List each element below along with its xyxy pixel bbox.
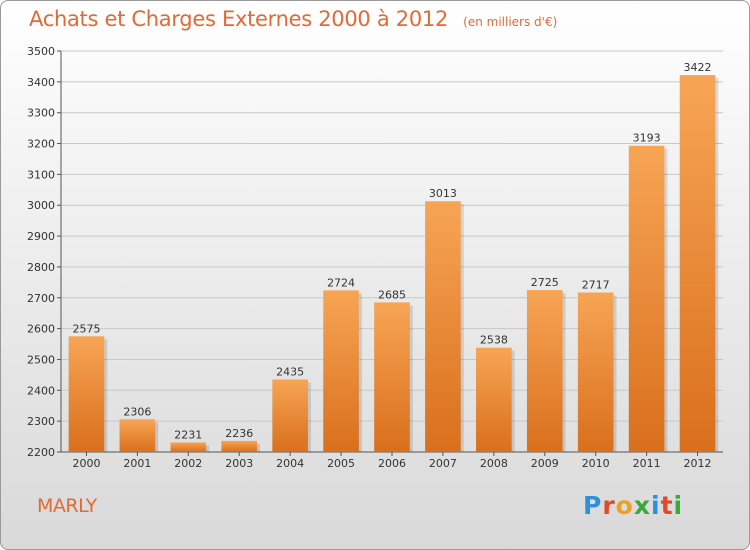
y-tick-label: 2800	[27, 261, 55, 274]
bar-2005	[323, 290, 359, 452]
x-tick-label: 2003	[225, 457, 253, 470]
bar-2006	[374, 302, 410, 452]
bar-2010	[577, 292, 614, 452]
value-label: 2685	[378, 288, 406, 301]
y-tick-label: 2300	[27, 415, 55, 428]
bar-2000	[68, 336, 105, 452]
value-label: 3013	[429, 187, 457, 200]
y-tick-label: 2500	[27, 353, 55, 366]
value-label: 2725	[531, 276, 559, 289]
y-tick-label: 2400	[27, 384, 55, 397]
y-tick-label: 2200	[27, 446, 55, 459]
x-tick-label: 2001	[123, 457, 151, 470]
bar-2001	[119, 419, 156, 452]
bar-2002	[170, 442, 207, 452]
x-tick-label: 2007	[429, 457, 457, 470]
x-tick-label: 2011	[633, 457, 661, 470]
chart-unit-note: (en milliers d'€)	[463, 15, 558, 29]
chart-title: Achats et Charges Externes 2000 à 2012	[29, 7, 449, 31]
bar-2012	[679, 75, 716, 452]
value-label: 2236	[225, 427, 253, 440]
value-label: 2717	[582, 279, 610, 292]
y-tick-label: 3400	[27, 76, 55, 89]
value-label: 3193	[633, 132, 661, 145]
value-label: 2306	[123, 405, 151, 418]
bars-layer	[68, 75, 719, 452]
labels-layer: 2200 2300 2400 2500 2600 2700 2800 2900 3000 3100…	[27, 45, 712, 470]
value-label: 2538	[480, 334, 508, 347]
x-tick-label: 2005	[327, 457, 355, 470]
value-label: 2724	[327, 276, 355, 289]
x-tick-label: 2012	[684, 457, 712, 470]
title-row: Achats et Charges Externes 2000 à 2012 (…	[29, 7, 557, 31]
y-tick-label: 3100	[27, 168, 55, 181]
x-tick-label: 2010	[582, 457, 610, 470]
y-tick-label: 3200	[27, 138, 55, 151]
y-tick-label: 3500	[27, 45, 55, 58]
proxiti-logo[interactable]: Proxiti	[583, 491, 683, 520]
logo-letter: x	[633, 491, 651, 520]
y-tick-label: 3300	[27, 107, 55, 120]
bar-2003	[221, 440, 258, 452]
bar-2008	[476, 347, 512, 452]
logo-letter: i	[651, 491, 661, 520]
value-label: 2231	[174, 428, 202, 441]
value-label: 3422	[684, 61, 712, 74]
city-name: MARLY	[37, 495, 97, 517]
bar-2011	[628, 145, 665, 452]
value-label: 2575	[72, 322, 100, 335]
logo-letter: i	[673, 491, 684, 520]
x-tick-label: 2004	[276, 457, 304, 470]
logo-letter: P	[583, 491, 603, 520]
logo-letter: r	[602, 491, 616, 520]
x-tick-label: 2002	[174, 457, 202, 470]
bar-2009	[526, 290, 563, 452]
x-tick-label: 2000	[72, 457, 100, 470]
x-tick-label: 2009	[531, 457, 559, 470]
bar-2007	[425, 201, 461, 452]
y-tick-label: 2700	[27, 292, 55, 305]
logo-letter: o	[615, 491, 634, 520]
y-tick-label: 2600	[27, 323, 55, 336]
value-label: 2435	[276, 366, 304, 379]
y-tick-label: 2900	[27, 230, 55, 243]
y-tick-label: 3000	[27, 199, 55, 212]
x-tick-label: 2006	[378, 457, 406, 470]
logo-letter: t	[660, 491, 674, 520]
x-tick-label: 2008	[480, 457, 508, 470]
bar-2004	[272, 379, 308, 452]
